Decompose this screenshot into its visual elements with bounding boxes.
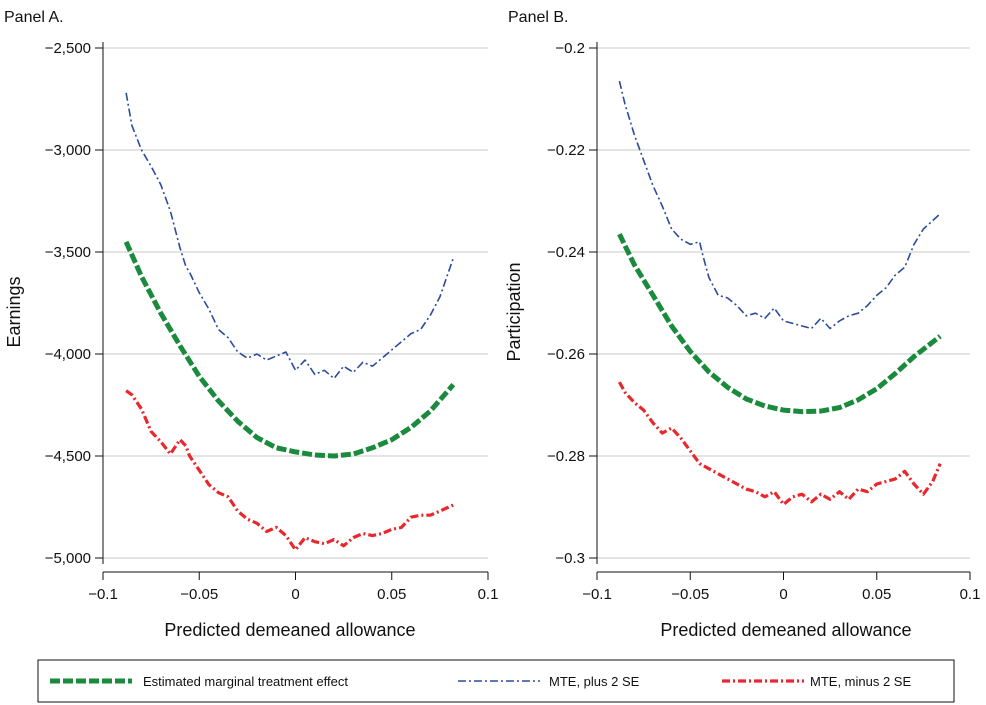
panel-a-x-tick-label: −0.1 [88, 586, 118, 603]
panel-a-y-tick-label: −4,500 [45, 448, 91, 465]
panel-b-y-tick-label: −0.22 [547, 142, 585, 159]
panel-b-y-tick-label: −0.28 [547, 448, 585, 465]
panel-b-series-estimated-mte [617, 233, 942, 415]
panel-a-y-tick-label: −3,000 [45, 142, 91, 159]
panel-b-y-tick-label: −0.3 [555, 550, 585, 567]
panel-b-y-tick-label: −0.24 [547, 244, 585, 261]
panel-b-series [617, 80, 942, 506]
panel-a-y-axis-title: Earnings [4, 276, 24, 347]
panel-b-x-tick-label: 0.1 [960, 586, 981, 603]
panel-b-series-minus-2se [617, 381, 942, 506]
panel-b-grid [597, 47, 970, 559]
panel-b-y-tick-label: −0.26 [547, 346, 585, 363]
panel-b-x-axis-title: Predicted demeaned allowance [660, 620, 911, 640]
panel-a-grid [103, 47, 488, 559]
panel-b-x-tick-label: −0.05 [671, 586, 709, 603]
legend-label-minus-2se: MTE, minus 2 SE [810, 674, 911, 689]
panel-a-x-tick-label: 0 [291, 586, 299, 603]
panel-b-x-tick-label: 0.05 [862, 586, 891, 603]
panel-b-y-axis-title: Participation [504, 262, 524, 361]
panel-a-y-tick-label: −2,500 [45, 40, 91, 57]
panel-a-y-tick-label: −3,500 [45, 244, 91, 261]
legend: Estimated marginal treatment effect MTE,… [37, 659, 955, 703]
panel-a-y-tick-label: −5,000 [45, 550, 91, 567]
panel-a: Panel A. −2,500−3,000−3,500−4,000−4,500−… [4, 9, 498, 640]
panel-a-x-axis-title: Predicted demeaned allowance [164, 620, 415, 640]
panel-b-title: Panel B. [508, 9, 568, 26]
panel-a-title: Panel A. [4, 9, 64, 26]
panel-b-y-tick-label: −0.2 [555, 40, 585, 57]
panel-a-series-estimated-mte [123, 240, 456, 459]
panel-b-x-tick-label: −0.1 [582, 586, 612, 603]
panel-b-x-tick-label: 0 [779, 586, 787, 603]
panel-b: Panel B. −0.2−0.22−0.24−0.26−0.28−0.3−0.… [504, 9, 980, 640]
panel-a-x-tick-label: −0.05 [180, 586, 218, 603]
panel-a-axes: −2,500 −3,000 −3,500 −4,000 −4,500 −5,000 −0.1… [45, 40, 499, 603]
legend-label-estimated-mte: Estimated marginal treatment effect [143, 674, 348, 689]
panel-a-x-tick-label: 0.1 [478, 586, 499, 603]
panel-b-series-plus-2se [618, 80, 941, 330]
panel-a-x-tick-label: 0.05 [377, 586, 406, 603]
panel-a-series [123, 92, 456, 552]
panel-b-axes: −0.2 −0.22 −0.24 −0.26 −0.28 −0.3 −0.1 −0.05 0 0.… [547, 40, 980, 603]
legend-label-plus-2se: MTE, plus 2 SE [549, 674, 640, 689]
panel-a-series-minus-2se [125, 389, 454, 552]
panel-a-y-tick-label: −4,000 [45, 346, 91, 363]
